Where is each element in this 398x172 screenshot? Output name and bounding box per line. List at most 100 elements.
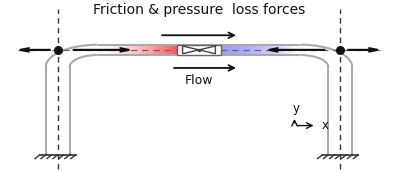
Bar [269,45,270,55]
FancyArrow shape [348,48,378,52]
Bar [248,45,249,55]
Bar [154,45,156,55]
Bar [244,45,245,55]
Bar [258,45,259,55]
Bar [228,45,230,55]
Bar [259,45,260,55]
Bar [117,45,118,55]
Bar [294,45,295,55]
Bar [245,45,246,55]
Text: x: x [321,119,328,132]
Bar [230,45,231,55]
Bar [263,45,264,55]
Bar [129,45,131,55]
Bar [114,45,115,55]
Bar [293,45,294,55]
Bar [175,45,176,55]
Bar [223,45,225,55]
Bar [221,45,222,55]
FancyArrow shape [269,48,324,52]
Bar [281,45,283,55]
Bar [163,45,164,55]
Bar [101,45,103,55]
Bar [289,45,290,55]
Bar [108,45,109,55]
Bar [158,45,160,55]
Bar [170,45,171,55]
Bar [295,45,297,55]
Bar [135,45,137,55]
Bar [160,45,161,55]
Bar [122,45,123,55]
Bar [110,45,111,55]
Bar [172,45,174,55]
Bar [120,45,122,55]
Bar [273,45,274,55]
Bar [264,45,265,55]
Bar [138,45,139,55]
Bar [267,45,269,55]
Bar [275,45,276,55]
Bar [234,45,235,55]
Bar [107,45,108,55]
Bar [152,45,153,55]
Bar [149,45,150,55]
Bar [232,45,234,55]
FancyArrow shape [74,48,129,52]
Text: Friction & pressure  loss forces: Friction & pressure loss forces [93,3,305,17]
Bar [176,45,177,55]
Bar [280,45,281,55]
Bar [128,45,129,55]
Bar [148,45,149,55]
Bar [166,45,167,55]
FancyArrow shape [20,48,50,52]
Bar [133,45,134,55]
Bar [124,45,125,55]
Bar [111,45,113,55]
Bar [279,45,280,55]
Bar [236,45,237,55]
Bar [285,45,287,55]
Bar [261,45,263,55]
Bar [256,45,258,55]
Bar [288,45,289,55]
Bar [283,45,284,55]
Bar [142,45,143,55]
Bar [137,45,138,55]
Bar [113,45,114,55]
Bar [284,45,285,55]
Bar [226,45,227,55]
Bar [109,45,110,55]
Bar [131,45,132,55]
Bar [123,45,124,55]
Bar [246,45,248,55]
Bar [118,45,119,55]
Bar [249,45,250,55]
Bar [150,45,152,55]
Bar [238,45,240,55]
Bar [115,45,117,55]
Bar [241,45,242,55]
Bar [231,45,232,55]
Bar [270,45,271,55]
Bar [127,45,128,55]
Bar [255,45,256,55]
Bar [174,45,175,55]
Bar [161,45,162,55]
Bar [242,45,244,55]
Bar [276,45,278,55]
Bar [274,45,275,55]
Bar [140,45,142,55]
Bar [278,45,279,55]
Bar [291,45,293,55]
Bar [254,45,255,55]
Bar [125,45,127,55]
Bar [157,45,158,55]
Bar [235,45,236,55]
Bar [167,45,168,55]
Bar [146,45,147,55]
Bar [252,45,254,55]
Bar [132,45,133,55]
Bar [168,45,170,55]
Bar [260,45,261,55]
